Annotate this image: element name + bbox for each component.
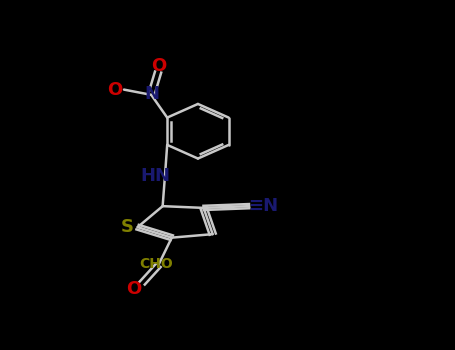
Text: N: N [145, 85, 160, 103]
Text: O: O [152, 57, 167, 75]
Text: S: S [121, 218, 134, 236]
Text: ≡N: ≡N [248, 197, 279, 215]
Text: HN: HN [141, 167, 171, 186]
Text: O: O [107, 80, 122, 99]
Text: O: O [126, 280, 142, 299]
Text: CHO: CHO [139, 257, 173, 271]
